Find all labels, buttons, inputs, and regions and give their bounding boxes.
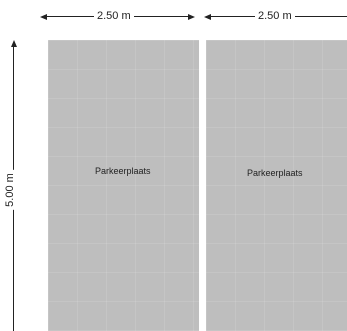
dimension-arrow-right	[188, 14, 195, 20]
parking-spot-label: Parkeerplaats	[247, 168, 303, 178]
parking-spot-left: Parkeerplaats	[48, 40, 199, 331]
parking-spot-right: Parkeerplaats	[206, 40, 347, 331]
dimension-label-top-left: 2.50 m	[94, 10, 134, 22]
dimension-arrow-up	[11, 40, 17, 47]
dimension-label-top-right: 2.50 m	[255, 10, 295, 22]
dimension-label-left: 5.00 m	[3, 170, 16, 210]
dimension-arrow-left	[40, 14, 47, 20]
dimension-arrow-left	[204, 14, 211, 20]
parking-spot-label: Parkeerplaats	[95, 166, 151, 176]
